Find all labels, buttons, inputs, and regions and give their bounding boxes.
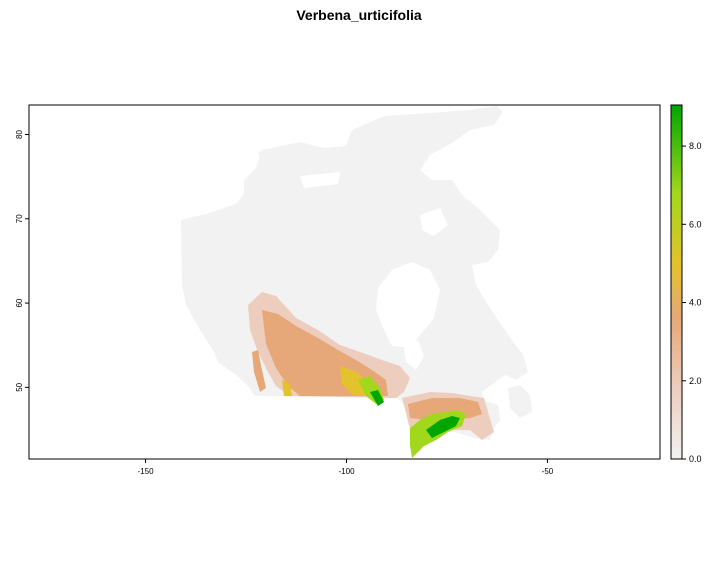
- suitability-top-ontario: [426, 416, 460, 438]
- plot-frame: [28, 104, 661, 460]
- x-tick-label: -150: [138, 467, 155, 476]
- map-title: Verbena_urticifolia: [296, 7, 422, 23]
- arctic-island-b: [340, 160, 384, 190]
- legend-colorbar: [670, 104, 683, 460]
- raster-layer: [181, 106, 532, 458]
- x-tick-label: -50: [542, 467, 554, 476]
- legend-tick-label: 8.0: [689, 141, 702, 151]
- arctic-channel: [300, 172, 340, 188]
- legend-tick-label: 4.0: [689, 298, 702, 308]
- newfoundland-land: [508, 385, 532, 418]
- suitability-top-manitoba: [370, 390, 384, 406]
- y-tick-label: 80: [15, 130, 24, 139]
- legend-tick-label: 2.0: [689, 376, 702, 386]
- x-tick-label: -100: [339, 467, 356, 476]
- james-bay: [404, 340, 424, 370]
- hudson-bay: [376, 262, 440, 348]
- legend-tick-label: 0.0: [689, 454, 702, 464]
- legend-ticks: 0.0 2.0 4.0 6.0 8.0: [682, 141, 702, 464]
- foxe-basin: [420, 208, 448, 236]
- arctic-island-c: [398, 144, 428, 170]
- suitability-high-ab: [282, 380, 292, 396]
- y-tick-label: 70: [15, 214, 24, 223]
- suitability-mid-bc: [252, 350, 266, 392]
- y-tick-label: 60: [15, 298, 24, 307]
- legend-tick-label: 6.0: [689, 219, 702, 229]
- arctic-islands: [258, 146, 300, 168]
- axes: -150 -100 -50 50 60 70 80: [15, 130, 554, 476]
- y-tick-label: 50: [15, 382, 24, 391]
